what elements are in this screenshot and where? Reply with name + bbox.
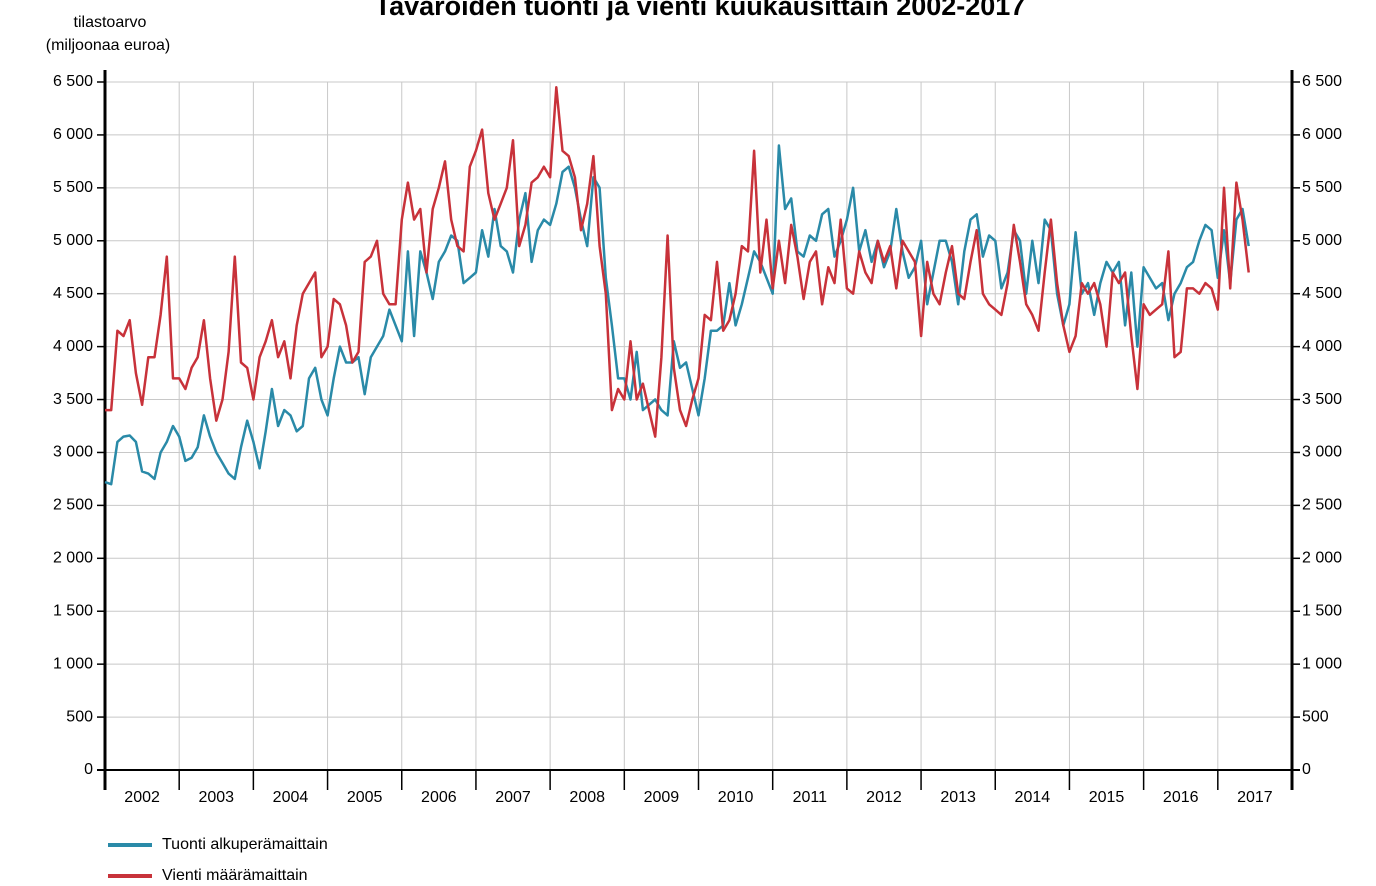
y2-tick-label: 500 (1302, 708, 1329, 725)
y2-tick-label: 4 500 (1302, 285, 1342, 302)
x-tick-label: 2010 (718, 789, 754, 806)
y-tick-label: 1 500 (53, 602, 93, 619)
chart-title: Tavaroiden tuonti ja vienti kuukausittai… (375, 0, 1026, 21)
y2-tick-label: 2 500 (1302, 497, 1342, 514)
x-tick-label: 2017 (1237, 789, 1273, 806)
y-tick-label: 5 000 (53, 232, 93, 249)
y-tick-label: 5 500 (53, 179, 93, 196)
y2-tick-label: 3 500 (1302, 391, 1342, 408)
x-tick-label: 2002 (124, 789, 160, 806)
y2-tick-label: 1 500 (1302, 602, 1342, 619)
line-series (105, 86, 1250, 438)
x-tick-label: 2006 (421, 789, 457, 806)
y2-tick-label: 6 500 (1302, 73, 1342, 90)
y2-tick-label: 1 000 (1302, 655, 1342, 672)
x-tick-label: 2005 (347, 789, 383, 806)
y-tick-label: 6 500 (53, 73, 93, 90)
x-tick-label: 2007 (495, 789, 531, 806)
y2-tick-label: 6 000 (1302, 126, 1342, 143)
y-tick-label: 3 500 (53, 391, 93, 408)
y-axis-label: (miljoonaa euroa) (46, 37, 171, 54)
line-series (104, 144, 1250, 486)
y-tick-label: 4 500 (53, 285, 93, 302)
y-tick-label: 0 (84, 761, 93, 778)
y2-tick-label: 2 000 (1302, 550, 1342, 567)
x-tick-label: 2013 (940, 789, 976, 806)
y2-tick-label: 3 000 (1302, 444, 1342, 461)
y-tick-label: 2 000 (53, 550, 93, 567)
x-tick-label: 2016 (1163, 789, 1199, 806)
x-tick-label: 2012 (866, 789, 902, 806)
y2-tick-label: 5 500 (1302, 179, 1342, 196)
legend-label: Tuonti alkuperämaittain (162, 836, 328, 853)
legend-label: Vienti määrämaittain (162, 867, 308, 884)
y-tick-label: 4 000 (53, 338, 93, 355)
x-tick-label: 2015 (1089, 789, 1125, 806)
x-tick-label: 2014 (1015, 789, 1051, 806)
x-tick-label: 2011 (793, 789, 828, 806)
y-tick-label: 2 500 (53, 497, 93, 514)
y-tick-label: 6 000 (53, 126, 93, 143)
y-tick-label: 1 000 (53, 655, 93, 672)
y-tick-label: 500 (66, 708, 93, 725)
y2-tick-label: 0 (1302, 761, 1311, 778)
y2-tick-label: 4 000 (1302, 338, 1342, 355)
y-tick-label: 3 000 (53, 444, 93, 461)
y2-tick-label: 5 000 (1302, 232, 1342, 249)
x-tick-label: 2008 (569, 789, 605, 806)
x-tick-label: 2009 (644, 789, 680, 806)
x-tick-label: 2004 (273, 789, 309, 806)
y-axis-label: tilastoarvo (74, 14, 147, 31)
x-tick-label: 2003 (198, 789, 234, 806)
